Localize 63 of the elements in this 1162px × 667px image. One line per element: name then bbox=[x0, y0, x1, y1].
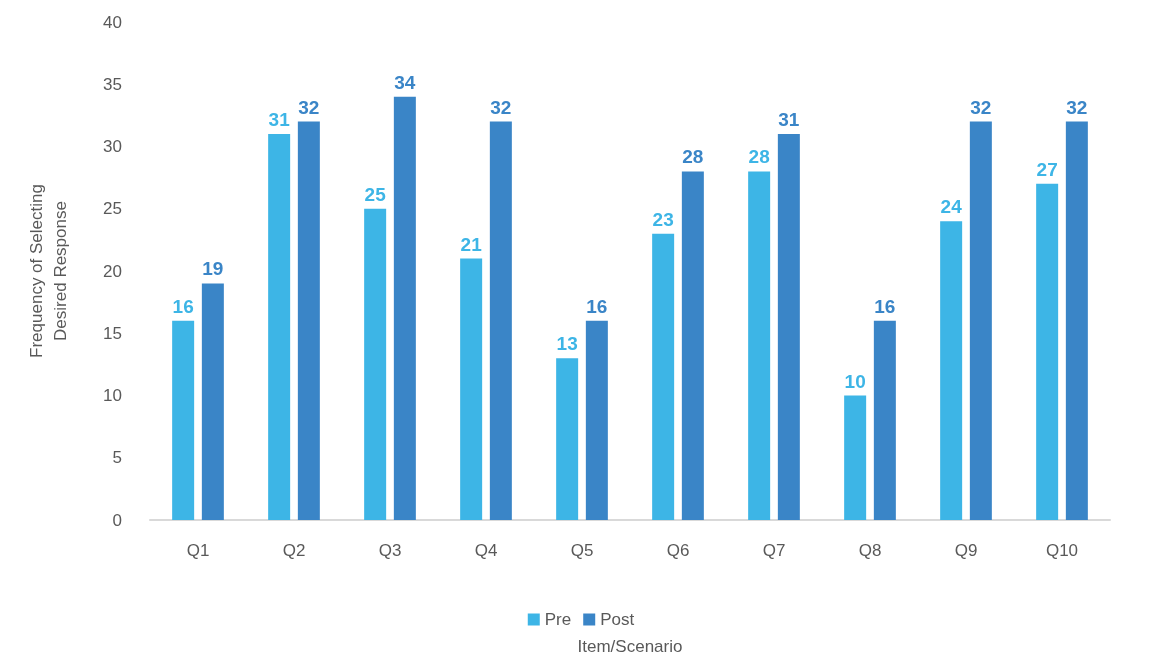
y-tick-label: 40 bbox=[103, 12, 122, 32]
data-label: 32 bbox=[1066, 96, 1088, 118]
data-label: 23 bbox=[652, 208, 674, 230]
bar bbox=[873, 320, 896, 520]
data-label: 31 bbox=[268, 109, 291, 131]
bar bbox=[297, 121, 320, 520]
y-tick-label: 10 bbox=[103, 386, 122, 405]
x-tick-label: Q9 bbox=[954, 541, 978, 560]
bar bbox=[556, 358, 579, 520]
data-label: 24 bbox=[940, 196, 963, 218]
data-label: 19 bbox=[202, 258, 224, 280]
data-label: 10 bbox=[844, 370, 866, 392]
bar bbox=[268, 134, 291, 520]
x-tick-label: Q10 bbox=[1045, 541, 1079, 560]
x-axis-title: Item/Scenario bbox=[577, 637, 683, 656]
bar bbox=[844, 395, 867, 520]
y-tick-label: 35 bbox=[103, 74, 122, 94]
bar bbox=[460, 258, 483, 520]
bar bbox=[393, 96, 416, 520]
data-label: 21 bbox=[460, 233, 483, 255]
bar bbox=[585, 320, 608, 520]
y-tick-label: 20 bbox=[103, 261, 122, 281]
data-label: 28 bbox=[748, 146, 770, 168]
data-label: 32 bbox=[490, 96, 512, 118]
bar bbox=[940, 221, 963, 520]
data-label: 16 bbox=[172, 295, 194, 317]
bar bbox=[1036, 183, 1059, 520]
data-label: 32 bbox=[970, 96, 992, 118]
y-tick-label: 15 bbox=[103, 323, 122, 343]
bar bbox=[652, 233, 675, 520]
y-tick-label: 5 bbox=[112, 448, 122, 468]
data-label: 34 bbox=[394, 71, 416, 93]
x-tick-label: Q2 bbox=[282, 541, 306, 560]
y-axis-title: Frequency of Selecting Desired Response bbox=[26, 184, 70, 358]
x-tick-label: Q4 bbox=[474, 541, 498, 560]
bar bbox=[201, 283, 224, 520]
data-label: 28 bbox=[682, 146, 704, 168]
data-label: 31 bbox=[778, 109, 800, 131]
x-tick-label: Q7 bbox=[762, 541, 786, 560]
bar bbox=[969, 121, 992, 520]
legend-label: Post bbox=[600, 610, 635, 629]
y-tick-label: 0 bbox=[112, 510, 122, 530]
x-tick-label: Q3 bbox=[378, 541, 402, 560]
bar bbox=[777, 134, 800, 520]
bar bbox=[489, 121, 512, 520]
bar bbox=[364, 208, 387, 520]
y-tick-label: 30 bbox=[103, 137, 122, 156]
data-label: 25 bbox=[364, 183, 387, 205]
x-tick-label: Q1 bbox=[186, 541, 210, 560]
data-label: 32 bbox=[298, 96, 320, 118]
y-tick-label: 25 bbox=[103, 199, 122, 219]
bar bbox=[681, 171, 704, 520]
x-tick-label: Q6 bbox=[666, 541, 690, 560]
x-tick-label: Q5 bbox=[570, 541, 594, 560]
bar bbox=[1065, 121, 1088, 520]
legend-label: Pre bbox=[544, 610, 572, 629]
data-label: 16 bbox=[874, 295, 896, 317]
bar bbox=[172, 320, 195, 520]
data-label: 27 bbox=[1036, 158, 1058, 180]
x-tick-label: Q8 bbox=[858, 541, 882, 560]
data-label: 16 bbox=[586, 295, 608, 317]
data-label: 13 bbox=[556, 333, 578, 355]
bar bbox=[748, 171, 771, 520]
